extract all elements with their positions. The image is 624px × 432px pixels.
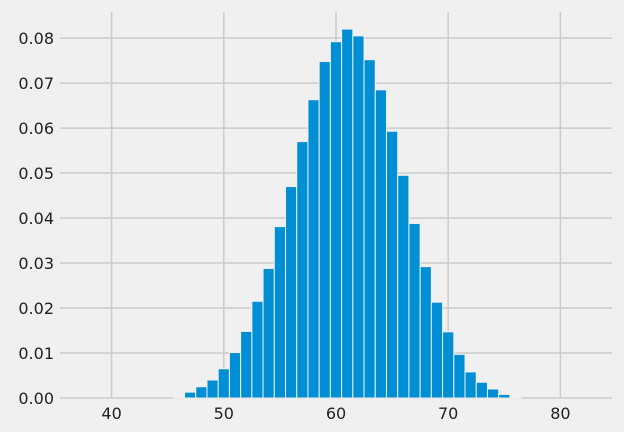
histogram-bar [464, 371, 477, 399]
x-tick-label: 40 [101, 404, 121, 423]
histogram-bar [262, 267, 275, 399]
histogram-bar [329, 41, 343, 399]
histogram-bar [251, 300, 264, 399]
histogram-bar [385, 130, 399, 399]
histogram-bar [273, 226, 287, 399]
histogram-bar [419, 266, 432, 399]
y-tick-label: 0.00 [18, 389, 54, 408]
histogram-bar [285, 186, 298, 399]
x-tick-label: 80 [550, 404, 570, 423]
histogram-bar [296, 141, 309, 399]
histogram-bar [475, 381, 488, 399]
histogram-bar [453, 353, 466, 399]
histogram-bar [341, 28, 354, 399]
histogram-bar [184, 391, 197, 399]
y-tick-label: 0.07 [18, 74, 54, 93]
histogram-bar [363, 59, 376, 399]
histogram-bar [228, 352, 242, 399]
y-tick-label: 0.03 [18, 254, 54, 273]
histogram-bar [195, 386, 208, 399]
y-tick-label: 0.02 [18, 299, 54, 318]
histogram-bar [352, 35, 365, 399]
y-tick-label: 0.01 [18, 344, 54, 363]
histogram-bar [408, 222, 421, 399]
x-tick-label: 70 [438, 404, 458, 423]
x-tick-label: 50 [214, 404, 234, 423]
histogram-bar [307, 99, 320, 399]
histogram-bar [206, 379, 219, 399]
histogram-bar [240, 330, 253, 399]
y-tick-label: 0.08 [18, 29, 54, 48]
histogram-bar [498, 393, 511, 399]
histogram-bar [217, 368, 230, 399]
histogram-bar [172, 396, 186, 399]
y-tick-label: 0.06 [18, 119, 54, 138]
y-tick-label: 0.04 [18, 209, 54, 228]
histogram-bar [509, 396, 522, 399]
y-tick-label: 0.05 [18, 164, 54, 183]
histogram-bar [442, 331, 455, 399]
histogram-bar [397, 174, 410, 399]
histogram-bar [430, 301, 444, 399]
x-tick-label: 60 [326, 404, 346, 423]
histogram-bar [374, 89, 387, 399]
histogram-bar [486, 388, 500, 399]
histogram-bar [318, 60, 331, 399]
